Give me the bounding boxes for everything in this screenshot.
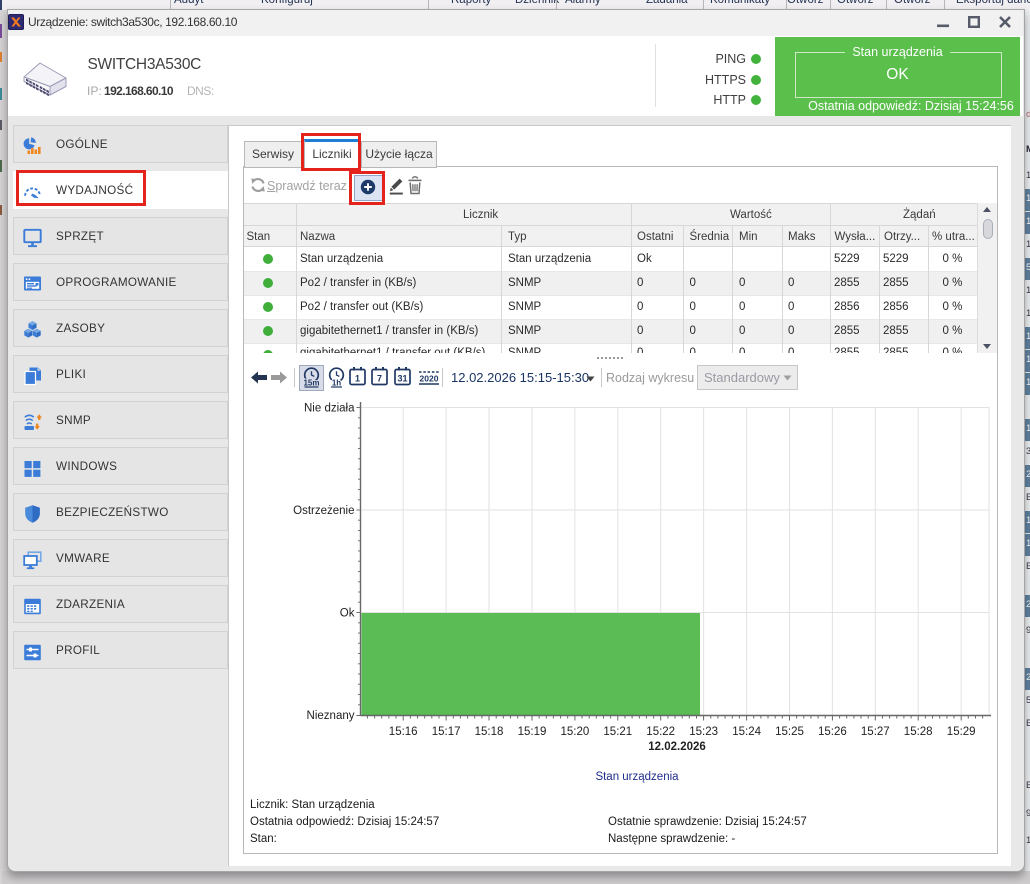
svg-text:Nie działa: Nie działa <box>304 403 355 415</box>
svg-text:15:24: 15:24 <box>732 726 761 738</box>
svg-text:31: 31 <box>397 374 407 384</box>
svg-text:15:26: 15:26 <box>818 726 847 738</box>
svg-text:2020: 2020 <box>420 374 439 384</box>
svg-text:15:27: 15:27 <box>861 726 890 738</box>
svg-text:15:22: 15:22 <box>646 726 675 738</box>
svg-text:Nieznany: Nieznany <box>307 710 355 722</box>
svg-text:Ok: Ok <box>340 608 355 620</box>
svg-text:15:19: 15:19 <box>518 726 547 738</box>
svg-text:1: 1 <box>355 374 360 384</box>
svg-text:12.02.2026: 12.02.2026 <box>648 741 706 753</box>
svg-text:15:29: 15:29 <box>947 726 976 738</box>
svg-text:15:20: 15:20 <box>561 726 590 738</box>
svg-text:15:21: 15:21 <box>603 726 632 738</box>
svg-text:7: 7 <box>377 374 382 384</box>
svg-text:15:23: 15:23 <box>689 726 718 738</box>
svg-text:15m: 15m <box>303 379 319 388</box>
svg-text:15:28: 15:28 <box>904 726 933 738</box>
svg-text:1h: 1h <box>332 379 341 388</box>
svg-text:15:16: 15:16 <box>389 726 418 738</box>
svg-text:15:17: 15:17 <box>432 726 461 738</box>
svg-text:15:18: 15:18 <box>475 726 504 738</box>
svg-text:Ostrzeżenie: Ostrzeżenie <box>293 505 354 517</box>
svg-text:15:25: 15:25 <box>775 726 804 738</box>
svg-text:Stan urządzenia: Stan urządzenia <box>595 771 679 783</box>
